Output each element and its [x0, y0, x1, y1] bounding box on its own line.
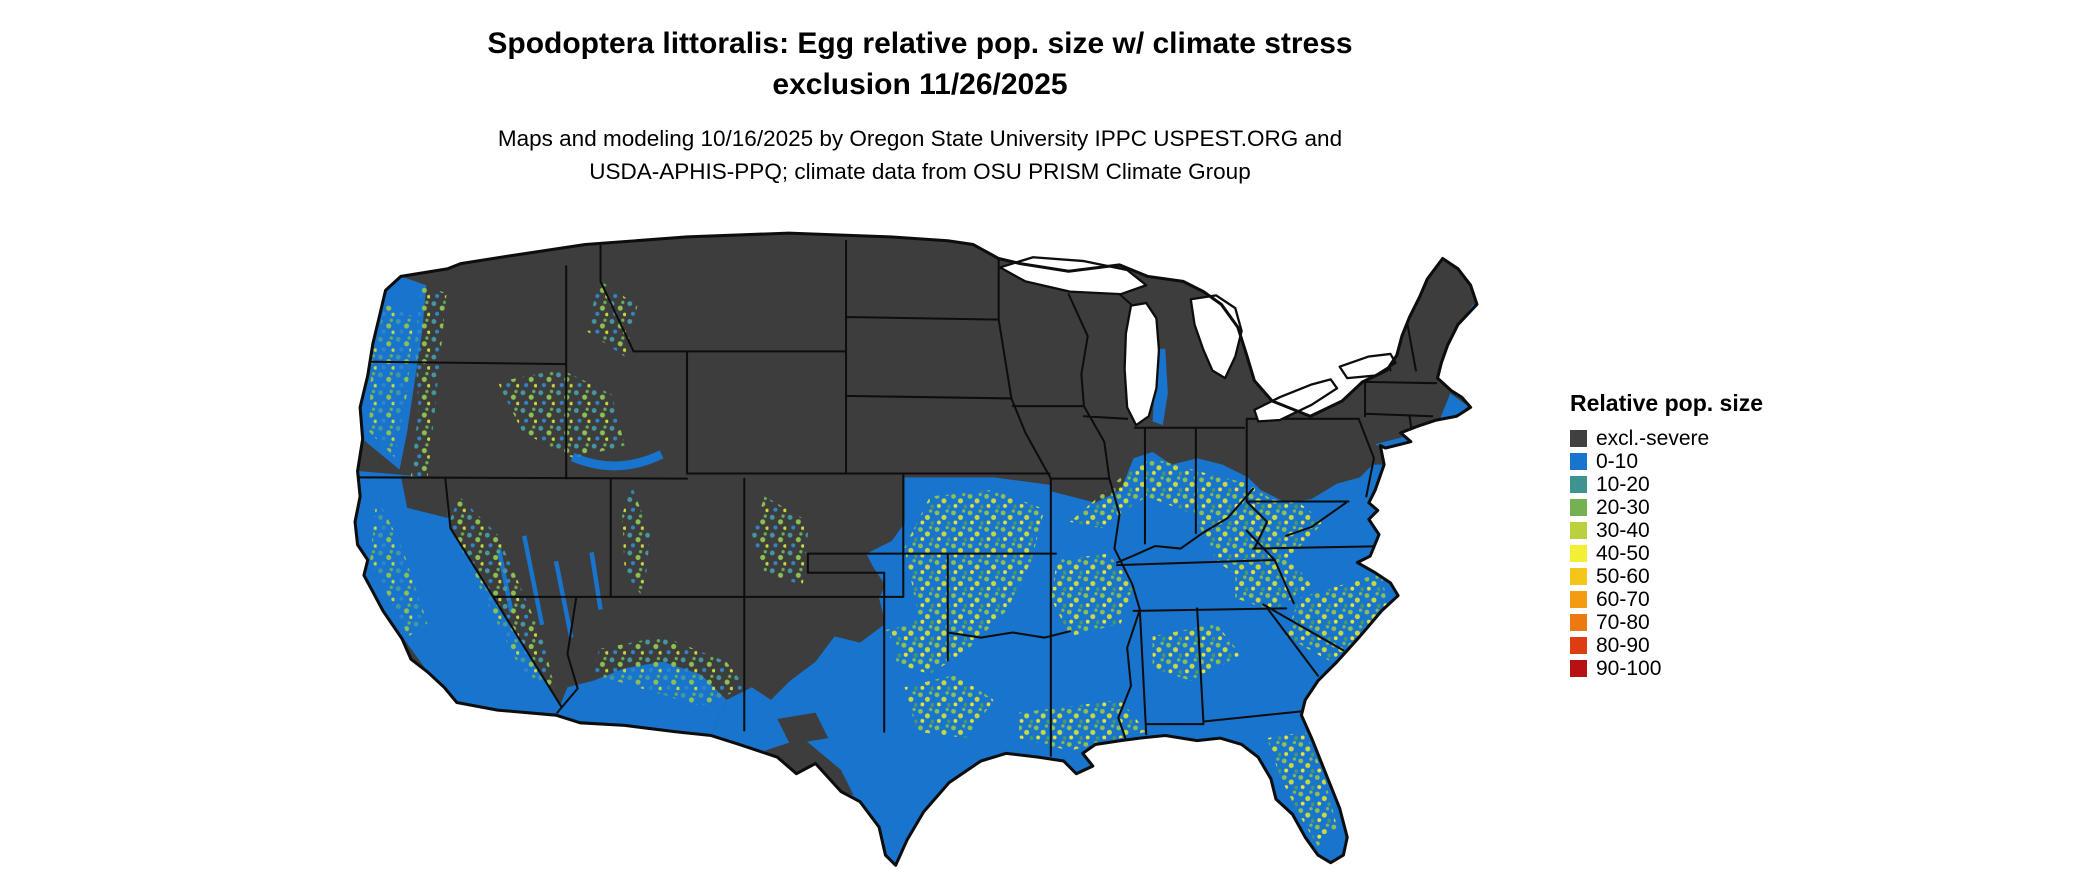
legend-color-swatch: [1570, 660, 1587, 677]
legend-row: 40-50: [1570, 542, 1830, 565]
legend-label: 10-20: [1596, 473, 1650, 496]
legend-row: 10-20: [1570, 473, 1830, 496]
legend-label: 50-60: [1596, 565, 1650, 588]
legend-color-swatch: [1570, 591, 1587, 608]
legend-row: 0-10: [1570, 450, 1830, 473]
legend-row: 70-80: [1570, 611, 1830, 634]
cape-cod-patch: [1440, 393, 1469, 419]
cool-speckle-zones: [369, 280, 810, 707]
legend-label: 90-100: [1596, 657, 1662, 680]
legend-color-swatch: [1570, 476, 1587, 493]
legend-label: 20-30: [1596, 496, 1650, 519]
title-block: Spodoptera littoralis: Egg relative pop.…: [0, 24, 1840, 188]
great-basin-valley-stripes: [496, 450, 664, 639]
map-subtitle-line2: USDA-APHIS-PPQ; climate data from OSU PR…: [589, 158, 1251, 184]
legend-row: 50-60: [1570, 565, 1830, 588]
legend-label: 0-10: [1596, 450, 1639, 473]
legend-row: 90-100: [1570, 657, 1830, 680]
map-title-line1: Spodoptera littoralis: Egg relative pop.…: [487, 27, 1353, 60]
map-title-line2: exclusion 11/26/2025: [772, 67, 1068, 101]
raster-overlays: [356, 276, 1477, 866]
legend-label: 40-50: [1596, 542, 1650, 565]
lake-ontario: [1338, 352, 1397, 380]
legend-row: 80-90: [1570, 634, 1830, 657]
state-borders: [355, 239, 1438, 757]
legend-color-swatch: [1570, 453, 1587, 470]
legend-row: 30-40: [1570, 519, 1830, 542]
legend-label: excl.-severe: [1596, 427, 1710, 450]
legend-color-swatch: [1570, 637, 1587, 654]
map-subtitle-line1: Maps and modeling 10/16/2025 by Oregon S…: [497, 126, 1343, 151]
map-title: Spodoptera littoralis: Egg relative pop.…: [0, 24, 1840, 105]
legend-color-swatch: [1570, 522, 1587, 539]
lake-erie: [1253, 378, 1339, 423]
legend-title: Relative pop. size: [1570, 390, 1764, 416]
legend-label: 30-40: [1596, 519, 1650, 542]
legend-label: 60-70: [1596, 588, 1650, 611]
warm-speckle-zones: [885, 458, 1388, 847]
ne-california-gray-patch: [400, 476, 448, 519]
us-map: [305, 228, 1527, 892]
california-blue-region: [356, 470, 562, 717]
legend-color-swatch: [1570, 499, 1587, 516]
legend-color-swatch: [1570, 568, 1587, 585]
legend-color-swatch: [1570, 545, 1587, 562]
map-subtitle: Maps and modeling 10/16/2025 by Oregon S…: [0, 123, 1840, 188]
legend-label: 80-90: [1596, 634, 1650, 657]
legend-items: excl.-severe 0-10 10-20 20-30: [1570, 427, 1830, 680]
legend-color-swatch: [1570, 614, 1587, 631]
legend-color-swatch: [1570, 430, 1587, 447]
map-legend: Relative pop. size excl.-severe 0-10 10-…: [1570, 390, 1830, 680]
us-map-svg: [353, 231, 1479, 867]
legend-label: 70-80: [1596, 611, 1650, 634]
legend-row: 60-70: [1570, 588, 1830, 611]
legend-row: 20-30: [1570, 496, 1830, 519]
lake-michigan: [1123, 301, 1161, 427]
legend-row: excl.-severe: [1570, 427, 1830, 450]
